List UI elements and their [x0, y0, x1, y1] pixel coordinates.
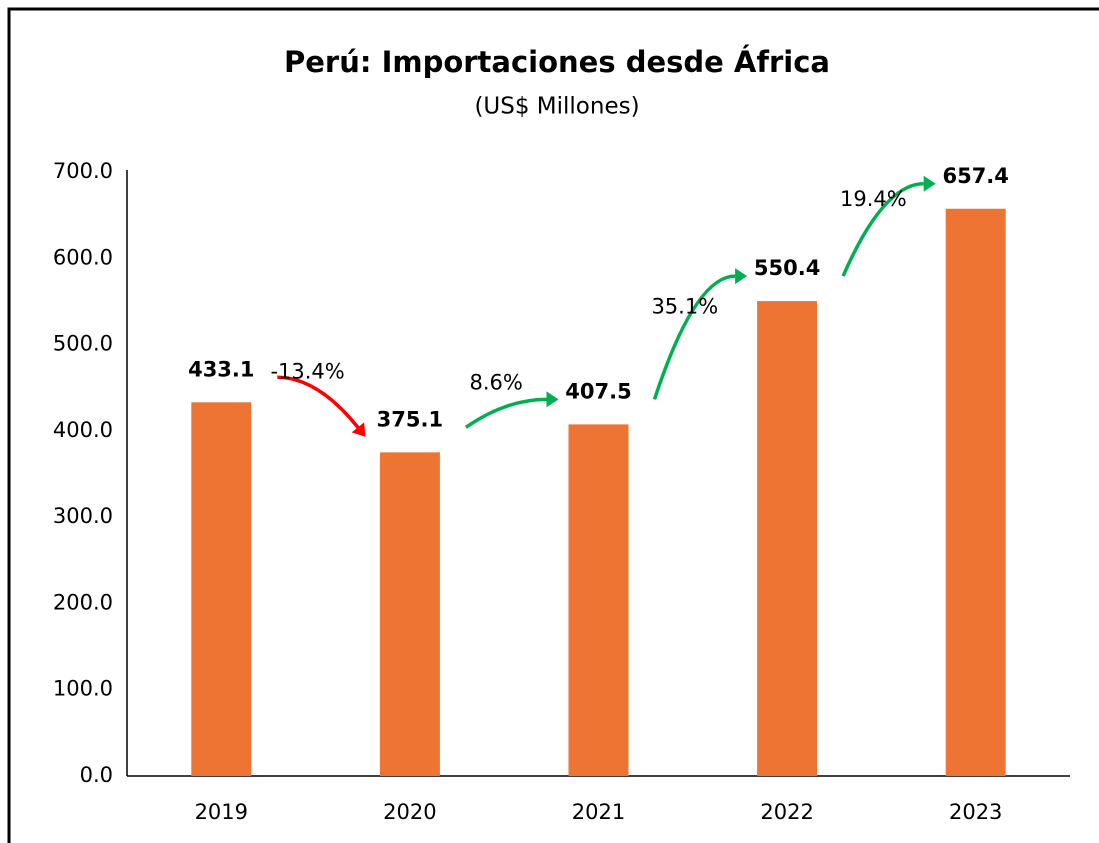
bar [757, 301, 818, 776]
change-arrow [277, 375, 360, 429]
value-label: 657.4 [942, 164, 1008, 188]
value-label: 550.4 [754, 256, 820, 280]
value-label: 407.5 [565, 379, 631, 403]
chart-subtitle: (US$ Millones) [474, 94, 639, 120]
change-label: 19.4% [840, 187, 907, 211]
value-label: 433.1 [188, 357, 254, 381]
arrow-head [546, 391, 559, 408]
y-tick-label: 200.0 [53, 590, 113, 614]
change-label: 8.6% [470, 370, 523, 394]
change-arrow [464, 397, 547, 429]
change-arrow [652, 274, 736, 400]
x-tick-label: 2021 [572, 800, 625, 824]
change-label: 35.1% [651, 295, 718, 319]
chart-title: Perú: Importaciones desde África [284, 45, 830, 79]
x-tick-label: 2019 [195, 800, 248, 824]
chart-frame [7, 7, 1099, 843]
change-label: -13.4% [270, 359, 344, 383]
bar [379, 452, 440, 776]
y-tick-label: 700.0 [53, 159, 113, 183]
x-tick-label: 2023 [949, 800, 1002, 824]
value-label: 375.1 [377, 407, 443, 431]
arrow-head [351, 422, 366, 437]
y-tick-label: 100.0 [53, 677, 113, 701]
y-tick-label: 300.0 [53, 504, 113, 528]
x-tick-label: 2022 [760, 800, 813, 824]
arrow-head [923, 175, 936, 192]
arrow-head [735, 268, 748, 285]
y-tick-label: 500.0 [53, 332, 113, 356]
bar [568, 424, 629, 776]
y-tick-label: 600.0 [53, 245, 113, 269]
bar [945, 208, 1006, 777]
bar [191, 402, 252, 776]
change-arrow [841, 182, 924, 277]
y-tick-label: 0.0 [80, 763, 113, 787]
x-tick-label: 2020 [383, 800, 436, 824]
y-tick-label: 400.0 [53, 418, 113, 442]
